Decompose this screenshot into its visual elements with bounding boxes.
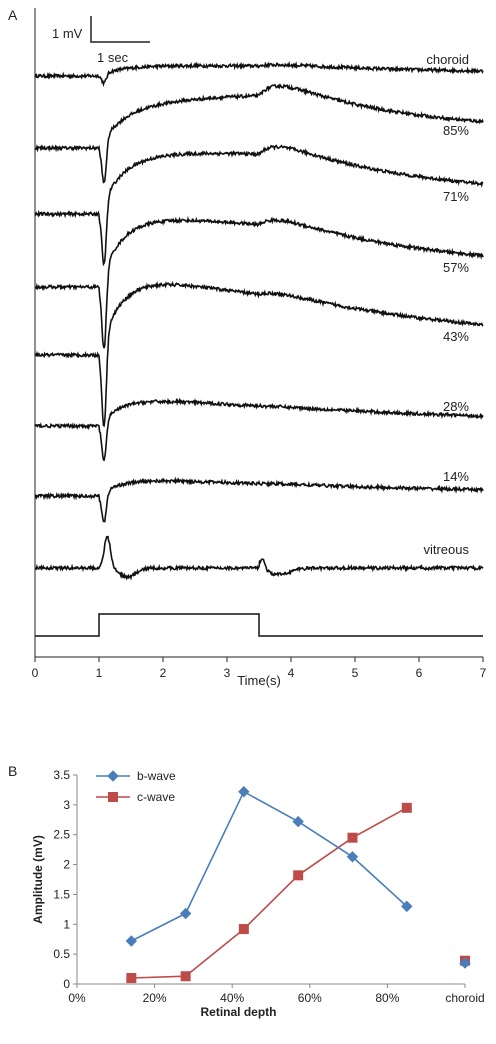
erg-trace-14pct	[34, 476, 484, 523]
erg-trace-28pct	[34, 397, 484, 462]
data-point-b-wave	[179, 907, 192, 920]
panel-b-y-tick-label: 0.5	[53, 947, 70, 961]
panel-a-traces: 0 1 2 3 4 5 6 7 Time(s) 1 mV 1 sec choroid 85% 71% 57%…	[32, 8, 487, 688]
data-point-b-wave	[346, 851, 359, 863]
data-point-b-wave	[238, 786, 250, 798]
panel-a-x-axis-title: Time(s)	[237, 673, 281, 688]
data-point-c-wave	[126, 973, 137, 984]
panel-b-x-tick-label: choroid	[445, 991, 484, 1005]
panel-b-y-axis-title: Amplitude (mV)	[31, 835, 45, 924]
scale-bar-voltage-label: 1 mV	[52, 26, 83, 41]
data-point-b-wave	[292, 815, 304, 828]
trace-label-28pct: 28%	[443, 399, 469, 414]
trace-label-choroid: choroid	[426, 52, 469, 67]
panel-b-y-tick-label: 2	[63, 858, 70, 872]
erg-trace-57pct	[34, 215, 484, 349]
panel-b-depth-profile: 0 0.5 1 1.5 2 2.5 3 3.5 0% 20% 40% 60% 80% choroid Ret…	[31, 768, 485, 1019]
trace-label-85pct: 85%	[443, 123, 469, 138]
series-line-c-wave	[131, 807, 408, 979]
data-point-c-wave	[401, 802, 412, 813]
panel-b-y-tick-label: 3	[63, 798, 70, 812]
legend-marker-c-wave	[108, 792, 118, 802]
panel-b-letter: B	[8, 763, 17, 779]
series-line-b-wave	[130, 790, 408, 942]
stimulus-trace	[35, 613, 483, 637]
panel-b-y-tick-label: 1	[63, 917, 70, 931]
panel-b-y-tick-label: 3.5	[53, 768, 70, 782]
panel-b-x-tick-label: 20%	[143, 991, 167, 1005]
panel-a-x-tick-label: 5	[352, 666, 359, 680]
erg-trace-85pct	[34, 83, 484, 184]
erg-trace-choroid	[34, 60, 484, 88]
panel-a-x-tick-label: 3	[224, 666, 231, 680]
panel-a-letter: A	[8, 7, 18, 23]
erg-trace-vitreous	[34, 535, 484, 581]
panel-b-x-tick-label: 0%	[68, 991, 86, 1005]
data-point-c-wave	[238, 924, 249, 935]
trace-label-43pct: 43%	[443, 329, 469, 344]
erg-trace-71pct	[34, 144, 484, 267]
data-point-b-wave	[401, 900, 413, 913]
trace-label-14pct: 14%	[443, 469, 469, 484]
trace-label-vitreous: vitreous	[423, 542, 469, 557]
panel-a-x-tick-label: 4	[288, 666, 295, 680]
scale-bar	[90, 16, 150, 43]
panel-a-x-tick-label: 6	[416, 666, 423, 680]
panel-b-x-axis-title: Retinal depth	[200, 1005, 276, 1019]
panel-b-y-tick-label: 2.5	[53, 828, 70, 842]
legend-label-c-wave: c-wave	[137, 790, 175, 804]
legend-label-b-wave: b-wave	[137, 769, 176, 783]
panel-b-x-tick-label: 40%	[220, 991, 244, 1005]
panel-a-x-tick-label: 1	[96, 666, 103, 680]
panel-a-x-tick-label: 2	[160, 666, 167, 680]
data-point-c-wave	[293, 870, 304, 881]
scale-bar-time-label: 1 sec	[97, 50, 129, 65]
panel-a-x-tick-label: 7	[480, 666, 487, 680]
panel-a-x-tick-label: 0	[32, 666, 39, 680]
panel-b-x-tick-label: 80%	[375, 991, 399, 1005]
data-point-b-wave	[125, 935, 138, 947]
data-point-c-wave	[347, 832, 358, 843]
trace-label-57pct: 57%	[443, 260, 469, 275]
data-point-c-wave	[180, 971, 191, 982]
erg-trace-43pct	[34, 280, 484, 428]
data-point-b-wave-choroid	[459, 957, 471, 969]
panel-b-y-tick-label: 0	[63, 977, 70, 991]
trace-label-71pct: 71%	[443, 189, 469, 204]
legend-marker-b-wave	[107, 770, 119, 782]
panel-b-x-tick-label: 60%	[298, 991, 322, 1005]
panel-b-y-tick-label: 1.5	[53, 887, 70, 901]
